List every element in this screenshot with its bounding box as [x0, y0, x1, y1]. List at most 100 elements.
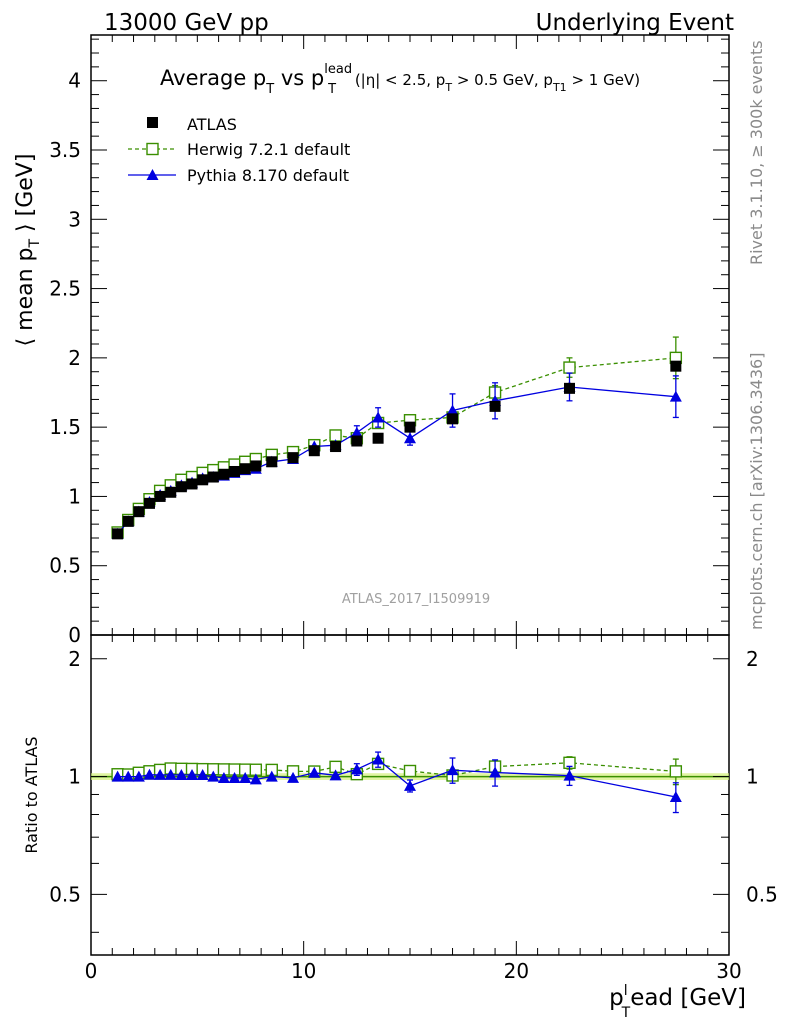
atlas-point — [489, 400, 501, 412]
atlas-point — [207, 471, 219, 483]
atlas-point — [197, 474, 209, 486]
atlas-point — [266, 456, 278, 468]
atlas-point — [229, 465, 241, 477]
legend: ATLAS Herwig 7.2.1 default Pythia 8.170 … — [128, 115, 350, 185]
main-y-label-part2: ⟩ [GeV] — [13, 154, 38, 239]
title-main: Average p — [160, 66, 266, 90]
analysis-watermark: ATLAS_2017_I1509919 — [342, 592, 490, 607]
atlas-point — [175, 481, 187, 493]
series-atlas — [112, 360, 682, 540]
pythia-ratio-point — [350, 763, 363, 775]
mcplots-label: mcplots.cern.ch [arXiv:1306.3436] — [747, 353, 766, 630]
pythia-ratio-point — [446, 764, 459, 776]
ratio-y-tick-label-right: 0.5 — [746, 882, 778, 906]
x-tick-label: 0 — [85, 959, 98, 983]
ratio-y-tick-label-left: 2 — [68, 647, 81, 671]
ratio-y-tick-label-left: 0.5 — [49, 882, 81, 906]
atlas-point — [112, 528, 124, 540]
title-cond-sub2: T1 — [552, 81, 567, 94]
pythia-line — [117, 386, 676, 535]
main-y-label-sub: T — [27, 239, 43, 249]
ratio-y-axis-label: Ratio to ATLAS — [22, 736, 41, 853]
header-left: 13000 GeV pp — [104, 10, 269, 36]
title-cond-sub1: T — [444, 81, 452, 94]
pythia-ratio-point — [404, 779, 416, 791]
title-cond-1: (|η| < 2.5, p — [350, 71, 445, 89]
main-y-tick-label: 0 — [68, 623, 81, 647]
title-vs-sup: lead — [324, 62, 352, 77]
pythia-point — [669, 390, 682, 402]
ratio-y-tick-labels: 0.5 0.5 1 1 2 2 — [49, 647, 778, 907]
herwig-line — [117, 357, 676, 533]
pythia-ratio-point — [217, 772, 230, 784]
pythia-ratio-point — [308, 766, 321, 778]
atlas-point — [165, 486, 177, 498]
atlas-point — [239, 463, 251, 475]
pythia-point — [404, 432, 416, 444]
pythia-ratio-point — [175, 768, 188, 780]
pythia-point — [372, 411, 385, 423]
main-y-tick-label: 1.5 — [49, 415, 81, 439]
x-label-p: p — [609, 985, 624, 1011]
x-label-sub: T — [621, 1005, 631, 1021]
main-y-label-part1: ⟨ mean p — [13, 248, 38, 347]
plot-title: Average pT vs plead T (|η| < 2.5, pT > 0.… — [160, 62, 640, 97]
atlas-point — [143, 497, 155, 509]
pythia-ratio-point — [669, 791, 682, 803]
series-pythia — [111, 372, 682, 539]
x-tick-label: 20 — [504, 959, 529, 983]
pythia-ratio-point — [186, 769, 199, 781]
herwig-point — [563, 361, 576, 374]
title-vs-sub: T — [327, 82, 336, 97]
ratio-y-tick-label-left: 1 — [68, 765, 81, 789]
main-y-tick-label: 2.5 — [49, 277, 81, 301]
ratio-plot-frame — [90, 634, 730, 956]
main-y-tick-labels: 0 0.5 1 1.5 2 2.5 3 3.5 4 — [49, 69, 81, 647]
main-y-tick-label: 3.5 — [49, 138, 81, 162]
atlas-point — [308, 445, 320, 457]
x-label-rest: ead [GeV] — [630, 985, 746, 1011]
pythia-ratio-point — [329, 769, 342, 781]
main-y-axis-label: ⟨ mean pT ⟩ [GeV] — [13, 154, 43, 347]
atlas-point — [330, 441, 342, 453]
ratio-y-tick-label-right: 2 — [746, 647, 759, 671]
legend-herwig-marker — [146, 142, 159, 156]
pythia-ratio-point — [111, 770, 124, 782]
herwig-ratio-point — [403, 764, 417, 778]
legend-herwig-label: Herwig 7.2.1 default — [187, 140, 350, 159]
title-main-sub: T — [265, 82, 274, 97]
pythia-ratio-point — [265, 770, 278, 782]
atlas-point — [154, 490, 166, 502]
atlas-point — [404, 421, 416, 433]
legend-atlas-marker — [147, 117, 158, 128]
pythia-ratio-point — [563, 769, 576, 781]
x-axis-label: pl Tead [GeV] — [609, 983, 746, 1021]
atlas-point — [564, 382, 575, 394]
axis-ticks — [90, 35, 730, 955]
series-herwig — [111, 336, 683, 539]
x-tick-label: 30 — [716, 959, 741, 983]
main-y-tick-label: 0.5 — [49, 554, 81, 578]
pythia-ratio-point — [154, 768, 167, 780]
pythia-ratio-point — [207, 770, 220, 782]
legend-pythia-marker — [146, 169, 159, 180]
atlas-point — [351, 435, 363, 447]
main-y-tick-label: 1 — [68, 484, 81, 508]
main-y-tick-label: 3 — [68, 207, 81, 231]
atlas-point — [133, 506, 145, 518]
main-y-tick-label: 4 — [68, 69, 81, 93]
atlas-point — [218, 468, 230, 480]
atlas-point — [670, 360, 682, 372]
pythia-ratio-point — [239, 771, 252, 783]
atlas-point — [122, 515, 134, 527]
ratio-y-tick-label-right: 1 — [746, 765, 759, 789]
ratio-series-pythia — [111, 751, 682, 814]
x-tick-label: 10 — [291, 959, 316, 983]
atlas-point — [186, 478, 198, 490]
pythia-ratio-point — [132, 770, 145, 782]
pythia-ratio-point — [196, 769, 209, 781]
header-right: Underlying Event — [536, 10, 734, 36]
legend-pythia-label: Pythia 8.170 default — [187, 166, 349, 185]
legend-atlas-label: ATLAS — [187, 115, 237, 134]
